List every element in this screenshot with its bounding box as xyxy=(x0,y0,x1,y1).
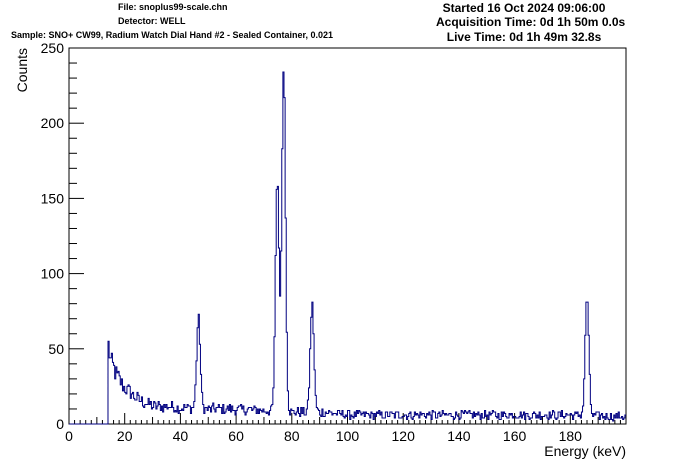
x-tick-label: 60 xyxy=(228,428,244,444)
y-axis-label: Counts xyxy=(14,48,30,92)
started-label: Started 16 Oct 2024 09:06:00 xyxy=(442,1,606,15)
y-tick-label: 150 xyxy=(41,190,65,206)
y-tick-label: 200 xyxy=(41,115,65,131)
x-tick-label: 20 xyxy=(117,428,133,444)
x-tick-label: 40 xyxy=(173,428,189,444)
x-tick-label: 180 xyxy=(559,428,583,444)
y-tick-label: 250 xyxy=(41,40,65,56)
x-axis-label: Energy (keV) xyxy=(544,443,626,459)
file-label: File: snoplus99-scale.chn xyxy=(118,2,228,12)
x-tick-label: 160 xyxy=(503,428,527,444)
x-axis-ticks: 0 20 40 60 80 100 120 140 160 180 xyxy=(65,413,627,444)
y-tick-label: 0 xyxy=(56,416,64,432)
plot-frame xyxy=(68,47,627,425)
x-tick-label: 100 xyxy=(336,428,360,444)
x-tick-label: 140 xyxy=(447,428,471,444)
y-tick-label: 50 xyxy=(48,341,64,357)
x-tick-label: 0 xyxy=(65,428,73,444)
acquisition-time-label: Acquisition Time: 0d 1h 50m 0.0s xyxy=(436,15,626,29)
y-axis-ticks: 0 50 100 150 200 250 xyxy=(41,40,84,432)
live-time-label: Live Time: 0d 1h 49m 32.8s xyxy=(446,30,602,44)
sample-label: Sample: SNO+ CW99, Radium Watch Dial Han… xyxy=(11,30,334,40)
spectrum-histogram-line xyxy=(69,71,626,425)
x-tick-label: 120 xyxy=(392,428,416,444)
detector-label: Detector: WELL xyxy=(118,16,186,26)
y-tick-label: 100 xyxy=(41,266,65,282)
x-tick-label: 80 xyxy=(284,428,300,444)
